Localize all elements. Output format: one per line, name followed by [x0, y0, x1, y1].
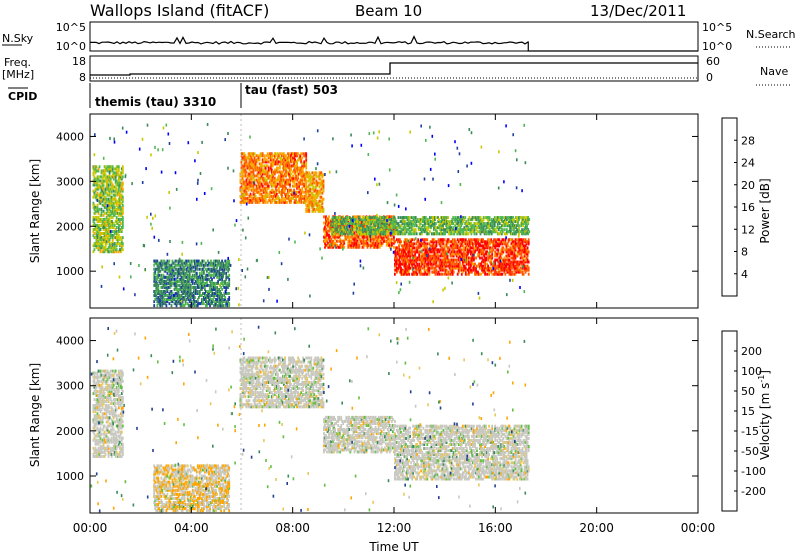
velocity-colorbar-frame [721, 330, 738, 512]
freq-trace [90, 62, 698, 76]
vel-data-region-0 [239, 356, 325, 409]
freq-label-2: [MHz] [2, 68, 34, 81]
nave-tick-low: 0 [706, 71, 713, 84]
power-ytick-label-1: 2000 [56, 220, 84, 233]
nsearch-tick-high: 10^5 [702, 21, 732, 34]
power-colorbar-tick-label-1: 8 [741, 246, 748, 259]
nsky-label: N.Sky [2, 32, 34, 45]
xtick-label-4: 16:00 [478, 521, 513, 535]
power-colorbar-tick-label-2: 12 [741, 223, 755, 236]
power-data-region-6 [330, 216, 531, 236]
cpid-mode-2: tau (fast) 503 [245, 83, 338, 97]
power-colorbar-tick-label-6: 28 [741, 134, 755, 147]
velocity-colorbar-tick-label-2: -50 [741, 445, 759, 458]
nsky-panel-frame [89, 21, 699, 52]
velocity-colorbar-tick-label-4: 15 [741, 405, 755, 418]
velocity-y-axis: 1000 2000 3000 4000 [56, 335, 698, 483]
xtick-label-5: 20:00 [579, 521, 614, 535]
vel-data-region-3 [92, 369, 124, 458]
power-ylabel: Slant Range [km] [28, 159, 42, 263]
nsky-trace [90, 35, 698, 52]
cpid-label: CPID [8, 90, 37, 103]
vel-data-region-1 [323, 415, 396, 454]
power-heatmap-data [92, 123, 531, 308]
velocity-ytick-label-0: 1000 [56, 470, 84, 483]
power-y-axis: 1000 2000 3000 4000 [56, 130, 698, 278]
velocity-colorbar-tick-label-6: 100 [741, 365, 762, 378]
date-title: 13/Dec/2011 [590, 2, 686, 20]
power-ytick-label-3: 4000 [56, 130, 84, 143]
power-colorbar-label: Power [dB] [758, 178, 772, 243]
power-ytick-label-2: 3000 [56, 175, 84, 188]
velocity-ytick-label-1: 2000 [56, 425, 84, 438]
cpid-mode-1: themis (tau) 3310 [95, 95, 216, 109]
vel-data-region-2 [394, 424, 530, 481]
power-colorbar-tick-label-3: 16 [741, 201, 755, 214]
nsearch-tick-low: 10^0 [702, 40, 732, 53]
freq-tick-low: 8 [79, 71, 86, 84]
velocity-ylabel: Slant Range [km] [28, 363, 42, 467]
velocity-colorbar-label: Velocity [m s-1] [757, 370, 772, 460]
power-data-region-1 [305, 171, 325, 213]
freq-tick-high: 18 [72, 55, 86, 68]
xtick-label-1: 04:00 [174, 521, 209, 535]
nsky-tick-low: 10^0 [56, 40, 86, 53]
power-data-region-4 [92, 165, 124, 254]
velocity-colorbar-tick-label-0: -200 [741, 485, 766, 498]
power-data-region-3 [394, 238, 530, 276]
time-x-axis: 00:00 04:00 08:00 12:00 16:00 20:00 00:00 [73, 114, 716, 535]
freq-panel-frame [89, 55, 699, 82]
xtick-label-3: 12:00 [377, 521, 412, 535]
vel-data-region-4 [153, 464, 231, 513]
power-data-region-5 [153, 259, 231, 308]
freq-label-1: Freq. [4, 56, 31, 69]
velocity-colorbar-tick-label-1: -100 [741, 465, 766, 478]
power-colorbar-tick-label-0: 4 [741, 268, 748, 281]
power-colorbar: 4 8 12 16 20 24 28 [721, 117, 755, 297]
power-colorbar-tick-label-5: 24 [741, 157, 755, 170]
velocity-heatmap-data [90, 325, 530, 513]
power-colorbar-tick-label-4: 20 [741, 179, 755, 192]
power-data-region-0 [239, 152, 308, 204]
xtick-label-0: 00:00 [73, 521, 108, 535]
velocity-colorbar-tick-label-7: 200 [741, 345, 762, 358]
xaxis-label: Time UT [368, 540, 419, 554]
velocity-colorbar: -200 -100 -50 -15 15 50 100 200 [721, 330, 766, 512]
velocity-ytick-label-3: 4000 [56, 335, 84, 348]
power-ytick-label-0: 1000 [56, 265, 84, 278]
nave-label: Nave [760, 65, 788, 78]
nsky-tick-high: 10^5 [56, 21, 86, 34]
velocity-colorbar-tick-label-5: 50 [741, 385, 755, 398]
beam-title: Beam 10 [355, 2, 422, 20]
velocity-ytick-label-2: 3000 [56, 380, 84, 393]
velocity-colorbar-tick-label-3: -15 [741, 425, 759, 438]
nsearch-label: N.Search [746, 28, 796, 41]
xtick-label-2: 08:00 [275, 521, 310, 535]
nave-tick-high: 60 [706, 55, 720, 68]
xtick-label-6: 00:00 [681, 521, 716, 535]
station-title: Wallops Island (fitACF) [90, 1, 269, 20]
